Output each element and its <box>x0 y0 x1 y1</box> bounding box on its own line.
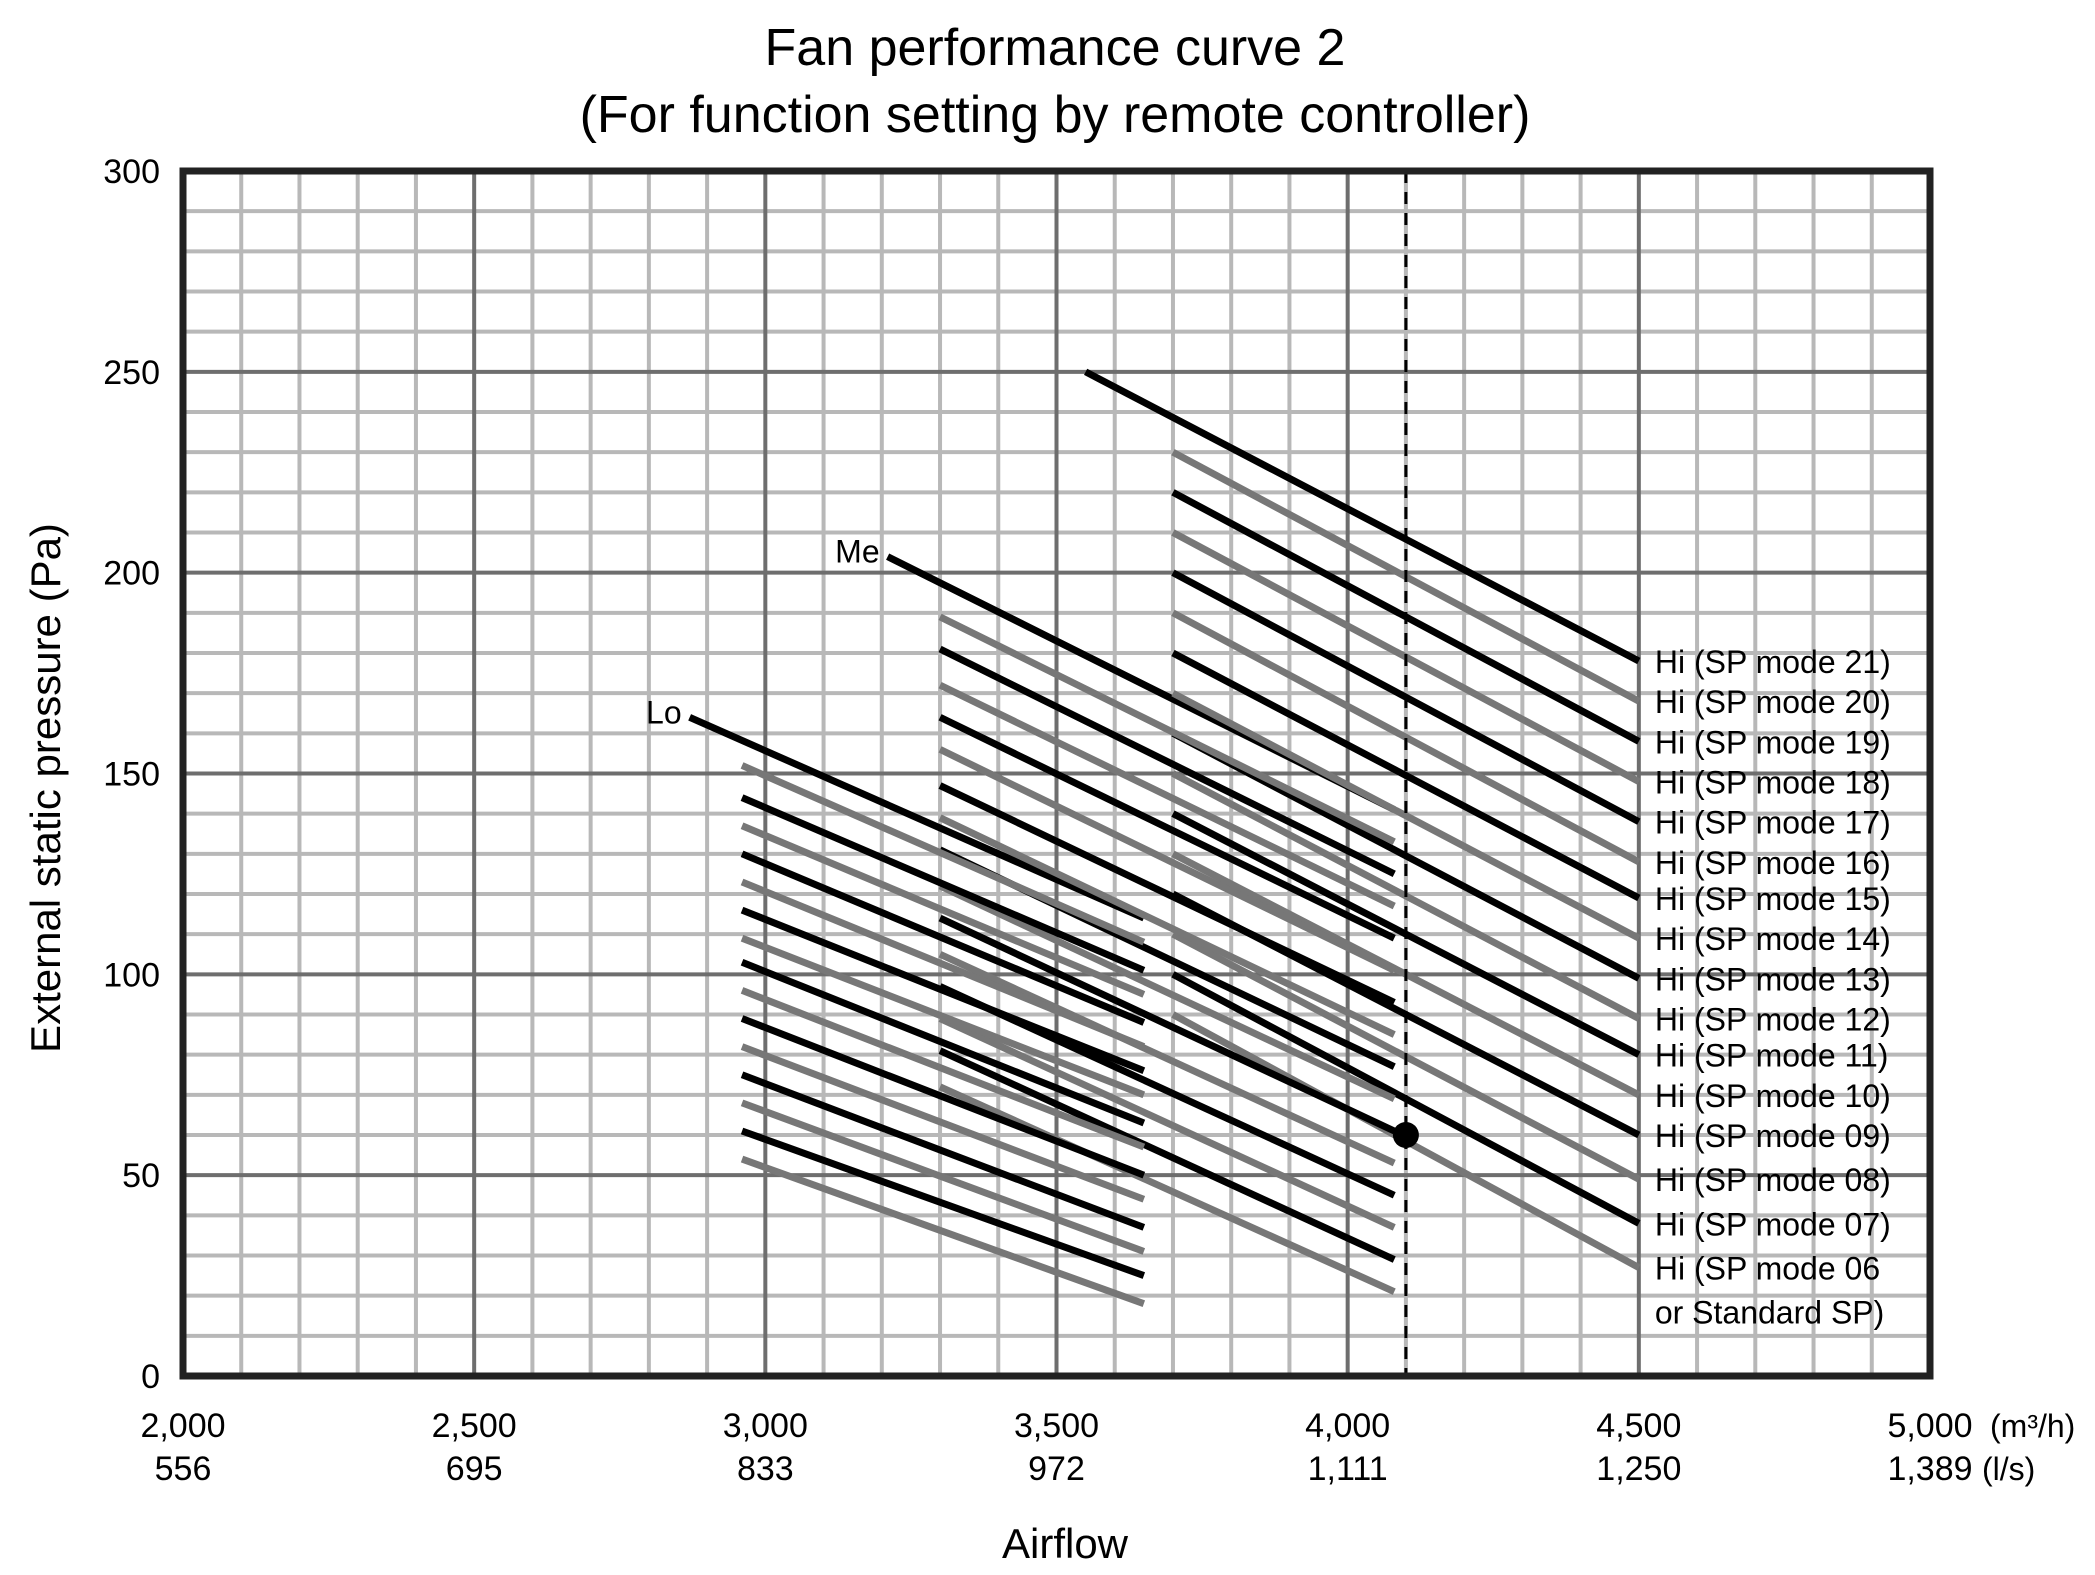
curve-line <box>1171 649 1641 902</box>
curve-label: Hi (SP mode 18) <box>1655 765 1891 801</box>
y-tick-label: 300 <box>103 153 160 191</box>
curve-line <box>938 681 1396 910</box>
curve-line <box>740 1015 1146 1179</box>
x-tick-label: 2,500 <box>432 1407 517 1445</box>
curve-label: Hi (SP mode 19) <box>1655 724 1891 760</box>
x-tick-label-secondary: 972 <box>1028 1450 1085 1488</box>
x-tick-label: 5,000 <box>1887 1407 1972 1445</box>
overlay <box>1392 171 1419 1376</box>
operating-point-marker <box>1392 1122 1419 1148</box>
y-tick-label: 0 <box>141 1358 160 1396</box>
curve-line <box>740 822 1146 998</box>
x-tick-label-secondary: 833 <box>737 1450 794 1488</box>
curve-line <box>740 934 1146 1099</box>
curve-line <box>740 794 1146 974</box>
y-tick-label: 100 <box>103 956 160 994</box>
y-tick-label: 150 <box>103 756 160 794</box>
x-tick-label-secondary: 1,250 <box>1596 1450 1681 1488</box>
x-tick-label-secondary: 695 <box>446 1450 503 1488</box>
curve-label: Hi (SP mode 20) <box>1655 684 1891 720</box>
x-tick-label-secondary: 556 <box>155 1450 212 1488</box>
curve-line <box>740 1127 1146 1279</box>
curve-line <box>740 1155 1146 1307</box>
curve-line <box>938 714 1396 942</box>
curve-line <box>740 1099 1146 1255</box>
curve-line <box>740 850 1146 1026</box>
curve-label: Hi (SP mode 08) <box>1655 1162 1891 1198</box>
curve-labels: Lo Me Hi (SP mode 21) Hi (SP mode 20) Hi (SP… <box>646 534 1891 1331</box>
curve-line <box>938 1083 1396 1295</box>
curve-line <box>1083 368 1641 665</box>
curve-line <box>740 878 1146 1050</box>
curve-label: Hi (SP mode 12) <box>1655 1002 1891 1038</box>
curve-label: Hi (SP mode 06 <box>1655 1251 1880 1287</box>
curve-label: Hi (SP mode 07) <box>1655 1206 1891 1242</box>
x-tick-label: 3,000 <box>723 1407 808 1445</box>
x-unit-primary: (m³/h) <box>1990 1408 2075 1444</box>
curve-label: Hi (SP mode 09) <box>1655 1118 1891 1154</box>
chart-title-group: Fan performance curve 2 (For function se… <box>580 19 1531 144</box>
curve-label: Hi (SP mode 17) <box>1655 805 1891 841</box>
x-unit-secondary: (l/s) <box>1982 1451 2035 1487</box>
curve-line <box>688 714 1146 922</box>
curves <box>688 368 1641 1307</box>
curve-line <box>938 951 1396 1167</box>
chart-title-line-2: (For function setting by remote controll… <box>580 86 1531 144</box>
y-tick-label: 250 <box>103 354 160 392</box>
curve-label: Hi (SP mode 11) <box>1655 1038 1889 1074</box>
curve-line <box>938 613 1396 845</box>
x-tick-label: 2,000 <box>140 1407 225 1445</box>
y-tick-label: 50 <box>122 1157 160 1195</box>
curve-line <box>938 914 1396 1135</box>
curve-line <box>938 782 1396 1006</box>
curve-line <box>740 987 1146 1151</box>
curve-label: or Standard SP) <box>1655 1295 1884 1331</box>
curve-line <box>740 959 1146 1127</box>
curve-label: Hi (SP mode 15) <box>1655 881 1891 917</box>
x-tick-label: 3,500 <box>1014 1407 1099 1445</box>
x-tick-labels: 2,000 556 2,500 695 3,000 833 3,500 972 4,000 1,1… <box>140 1407 1972 1488</box>
curve-label: Hi (SP mode 21) <box>1655 644 1891 680</box>
chart-title-line-1: Fan performance curve 2 <box>765 19 1346 77</box>
y-tick-labels: 0 50 100 150 200 250 300 <box>103 153 160 1396</box>
curve-label: Me <box>835 534 879 570</box>
curve-line <box>938 882 1396 1103</box>
curve-label: Hi (SP mode 14) <box>1655 921 1891 957</box>
curve-label: Hi (SP mode 16) <box>1655 845 1891 881</box>
curve-line <box>938 814 1396 1038</box>
x-tick-label: 4,000 <box>1305 1407 1390 1445</box>
x-axis-label: Airflow <box>1002 1520 1129 1567</box>
y-axis-label: External static pressure (Pa) <box>22 523 69 1053</box>
curve-label: Hi (SP mode 10) <box>1655 1078 1891 1114</box>
curve-line <box>938 1047 1396 1263</box>
curve-line <box>938 645 1396 878</box>
curve-line <box>1171 609 1641 865</box>
curve-line <box>1171 690 1641 942</box>
curve-line <box>740 906 1146 1074</box>
curve-line <box>740 1043 1146 1203</box>
curve-label: Lo <box>646 694 682 730</box>
x-tick-label-secondary: 1,389 <box>1887 1450 1972 1488</box>
plot-frame <box>179 167 1934 1380</box>
x-tick-label: 4,500 <box>1596 1407 1681 1445</box>
y-tick-label: 200 <box>103 555 160 593</box>
curve-line <box>740 1071 1146 1231</box>
curve-line <box>938 746 1396 974</box>
curve-label: Hi (SP mode 13) <box>1655 961 1891 997</box>
curve-line <box>740 762 1146 946</box>
curve-line <box>938 1015 1396 1231</box>
x-tick-label-secondary: 1,111 <box>1308 1450 1388 1488</box>
